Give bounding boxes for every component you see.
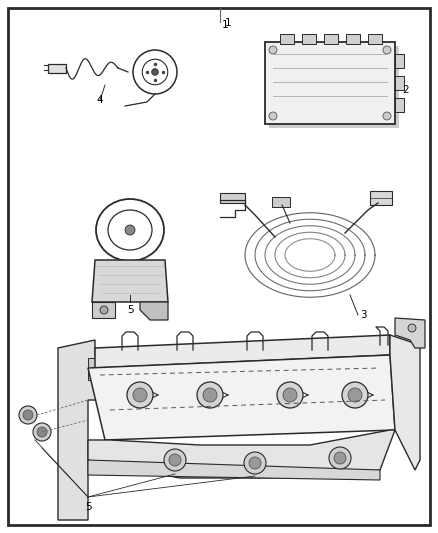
Bar <box>265 42 395 124</box>
Circle shape <box>342 382 368 408</box>
Circle shape <box>133 388 147 402</box>
Bar <box>48 64 66 73</box>
Bar <box>269 46 399 128</box>
Bar <box>272 197 290 207</box>
Polygon shape <box>88 358 110 368</box>
Circle shape <box>33 423 51 441</box>
Polygon shape <box>88 355 395 440</box>
Circle shape <box>329 447 351 469</box>
Polygon shape <box>92 260 168 302</box>
Circle shape <box>283 388 297 402</box>
Bar <box>395 76 404 90</box>
Text: 1: 1 <box>225 18 232 28</box>
Circle shape <box>334 452 346 464</box>
Polygon shape <box>390 335 420 470</box>
Text: 4: 4 <box>97 95 103 105</box>
Polygon shape <box>395 318 425 348</box>
Polygon shape <box>58 340 110 520</box>
Polygon shape <box>88 370 110 380</box>
Bar <box>368 34 382 44</box>
Circle shape <box>37 427 47 437</box>
Text: 5: 5 <box>127 305 133 315</box>
Circle shape <box>269 46 277 54</box>
Circle shape <box>249 457 261 469</box>
Circle shape <box>100 306 108 314</box>
Bar <box>370 191 392 205</box>
Circle shape <box>197 382 223 408</box>
Text: 1: 1 <box>222 20 229 30</box>
Circle shape <box>244 452 266 474</box>
Circle shape <box>348 388 362 402</box>
Bar <box>280 34 294 44</box>
Circle shape <box>383 112 391 120</box>
Circle shape <box>383 46 391 54</box>
Polygon shape <box>88 460 380 480</box>
Polygon shape <box>140 302 168 320</box>
Circle shape <box>23 410 33 420</box>
Bar <box>324 34 338 44</box>
Circle shape <box>164 449 186 471</box>
Circle shape <box>203 388 217 402</box>
Circle shape <box>125 225 135 235</box>
Polygon shape <box>92 302 115 318</box>
Bar <box>220 193 245 203</box>
Circle shape <box>127 382 153 408</box>
Circle shape <box>152 69 158 75</box>
Bar <box>395 54 404 68</box>
Circle shape <box>169 454 181 466</box>
Circle shape <box>269 112 277 120</box>
Bar <box>395 98 404 112</box>
Circle shape <box>277 382 303 408</box>
Bar <box>302 34 316 44</box>
Text: 2: 2 <box>402 85 409 95</box>
Text: 3: 3 <box>360 310 367 320</box>
Circle shape <box>19 406 37 424</box>
Circle shape <box>408 324 416 332</box>
Polygon shape <box>95 335 390 368</box>
Bar <box>346 34 360 44</box>
Text: 5: 5 <box>85 502 91 512</box>
Polygon shape <box>88 430 395 478</box>
